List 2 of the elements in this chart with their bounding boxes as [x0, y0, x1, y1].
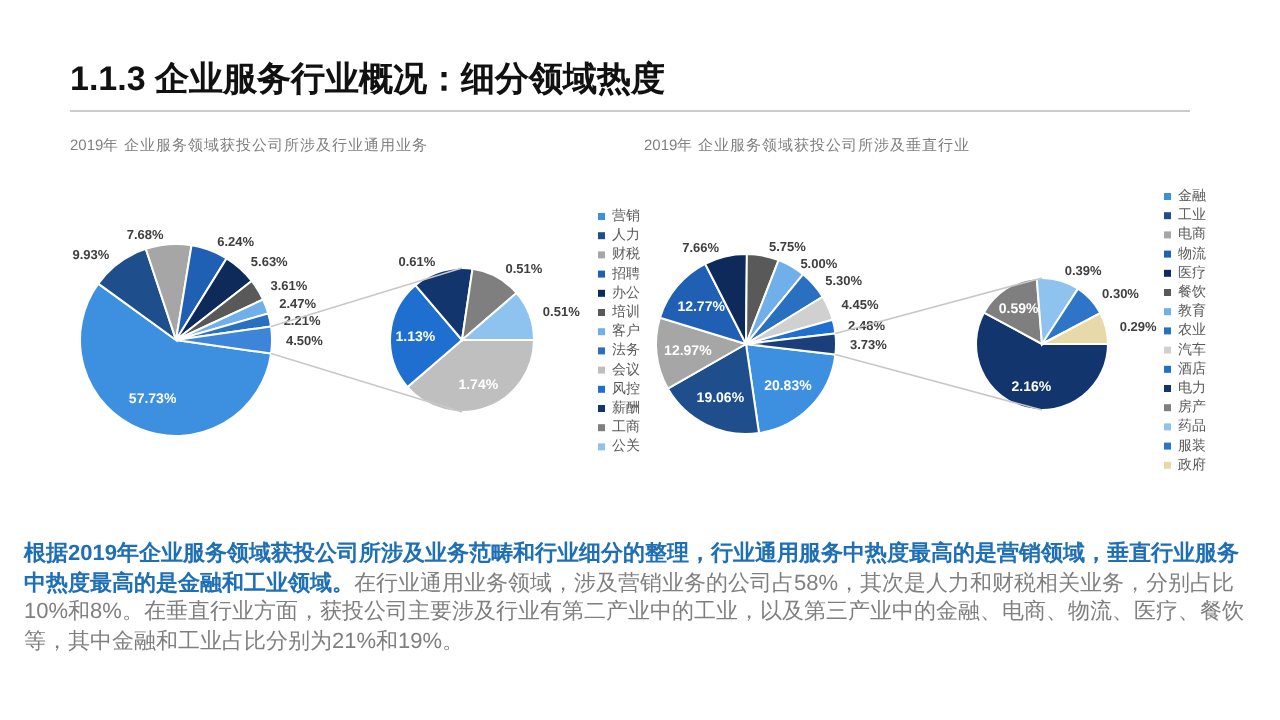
text: 1.1.3 企业服务行业概况：细分领域热度: [70, 56, 1190, 112]
text: 根据2019年企业服务领域获投公司所涉及业务范畴和行业细分的整理，行业通用服务中热度最高的是营销领域，垂直行业服务中热度最高的是金融和工业领域。在行业通用业务领域，涉及营销业务的公司占58%，其次是人力和财税相关业务，分别占比10%和8%。在垂直行业方面，获投公司主要涉及行业有第二产业中的工业，以及第三产业中的金融、电商、物流、医疗、餐饮等，其中金融和工业占比分别为21%和19%。: [24, 540, 1246, 656]
